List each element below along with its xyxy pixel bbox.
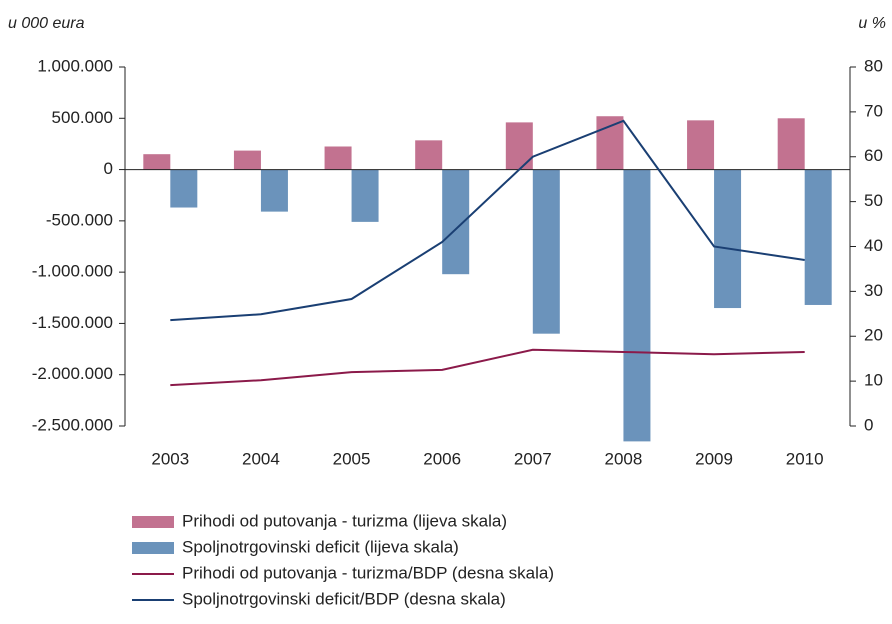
y-tick-label: -1.000.000 [32, 262, 113, 281]
y2-tick-label: 60 [864, 146, 883, 165]
y-tick-label: 1.000.000 [37, 56, 113, 75]
y-axis-label: u 000 eura [8, 15, 85, 32]
legend-label: Spoljnotrgovinski deficit/BDP (desna ska… [182, 589, 506, 608]
bar [596, 116, 624, 170]
bar [623, 169, 651, 442]
bar [505, 122, 533, 170]
bar [143, 154, 171, 170]
y-tick-label: -500.000 [46, 210, 113, 229]
y2-axis-label: u % [858, 15, 886, 32]
y-tick-label: 0 [104, 159, 113, 178]
x-tick-label: 2005 [333, 449, 371, 468]
line-series [170, 119, 805, 322]
y2-tick-label: 0 [864, 415, 873, 434]
y2-tick-label: 70 [864, 101, 883, 120]
x-tick-label: 2003 [151, 449, 189, 468]
bar [687, 120, 715, 170]
bar [442, 169, 470, 275]
x-tick-label: 2004 [242, 449, 280, 468]
x-tick-label: 2006 [423, 449, 461, 468]
bar [260, 169, 288, 212]
line-series [170, 348, 805, 387]
y-tick-label: -2.500.000 [32, 415, 113, 434]
bar [170, 169, 198, 208]
x-tick-label: 2007 [514, 449, 552, 468]
legend-label: Prihodi od putovanja - turizma (lijeva s… [182, 511, 507, 530]
legend-swatch [132, 516, 174, 528]
legend-swatch [132, 542, 174, 554]
y2-tick-label: 30 [864, 281, 883, 300]
legend-label: Spoljnotrgovinski deficit (lijeva skala) [182, 537, 459, 556]
y2-tick-label: 20 [864, 326, 883, 345]
y2-tick-label: 50 [864, 191, 883, 210]
y2-tick-label: 40 [864, 236, 883, 255]
bar [415, 140, 443, 170]
x-tick-label: 2009 [695, 449, 733, 468]
bar [714, 169, 742, 309]
bar [324, 146, 352, 170]
y2-tick-label: 80 [864, 56, 883, 75]
y-tick-label: 500.000 [52, 108, 113, 127]
x-tick-label: 2008 [605, 449, 643, 468]
y-tick-label: -1.500.000 [32, 313, 113, 332]
bar [804, 169, 832, 305]
bar [777, 118, 805, 170]
x-tick-label: 2010 [786, 449, 824, 468]
y-tick-label: -2.000.000 [32, 364, 113, 383]
y2-tick-label: 10 [864, 371, 883, 390]
legend-label: Prihodi od putovanja - turizma/BDP (desn… [182, 563, 554, 582]
bar [233, 150, 261, 170]
bar [532, 169, 560, 334]
bar [351, 169, 379, 222]
